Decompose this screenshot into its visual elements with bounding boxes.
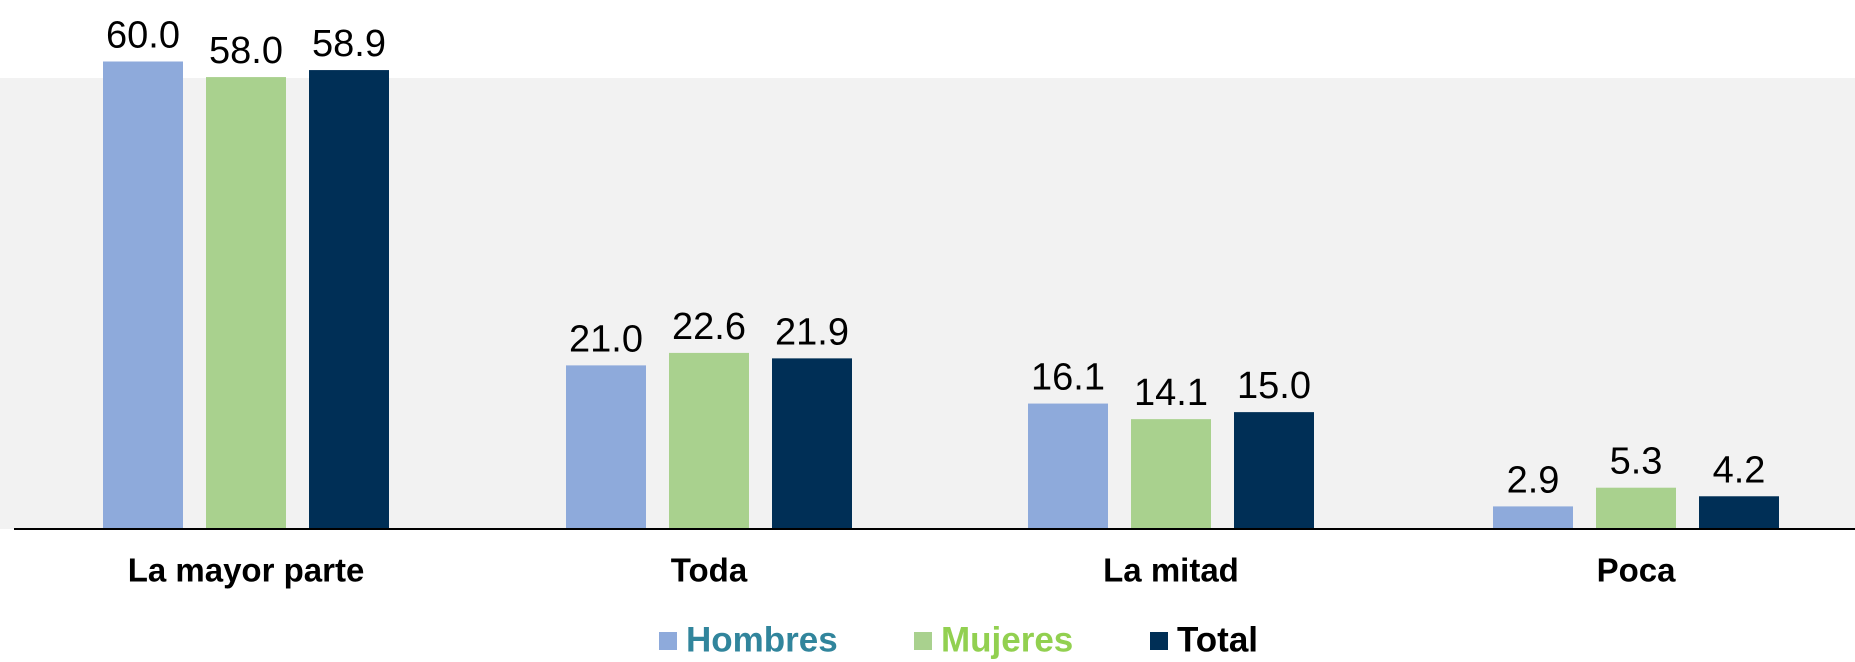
data-label: 5.3 (1610, 441, 1663, 483)
bar (1028, 403, 1108, 529)
data-label: 60.0 (106, 15, 180, 57)
x-tick-label: La mitad (1103, 552, 1239, 589)
legend-swatch (659, 632, 677, 650)
data-label: 4.2 (1713, 449, 1766, 491)
legend-swatch (914, 632, 932, 650)
bar (206, 77, 286, 529)
x-tick-label: La mayor parte (128, 552, 365, 589)
x-tick-label: Poca (1597, 552, 1677, 589)
bar (103, 61, 183, 529)
legend-label: Hombres (686, 620, 838, 659)
data-label: 2.9 (1507, 459, 1560, 501)
bar (1131, 419, 1211, 529)
bar (309, 70, 389, 529)
bar (1699, 496, 1779, 529)
data-label: 22.6 (672, 306, 746, 348)
bar (669, 352, 749, 529)
bar (1596, 487, 1676, 529)
bar (566, 365, 646, 529)
data-label: 15.0 (1237, 365, 1311, 407)
data-label: 21.9 (775, 311, 849, 353)
bar (1493, 506, 1573, 529)
legend-swatch (1150, 632, 1168, 650)
data-label: 14.1 (1134, 372, 1208, 414)
data-label: 58.0 (209, 30, 283, 72)
legend-label: Mujeres (941, 620, 1073, 659)
legend-label: Total (1177, 620, 1258, 659)
data-label: 21.0 (569, 318, 643, 360)
bar (1234, 412, 1314, 529)
bar (772, 358, 852, 529)
x-tick-label: Toda (671, 552, 748, 589)
data-label: 16.1 (1031, 357, 1105, 399)
data-label: 58.9 (312, 23, 386, 65)
